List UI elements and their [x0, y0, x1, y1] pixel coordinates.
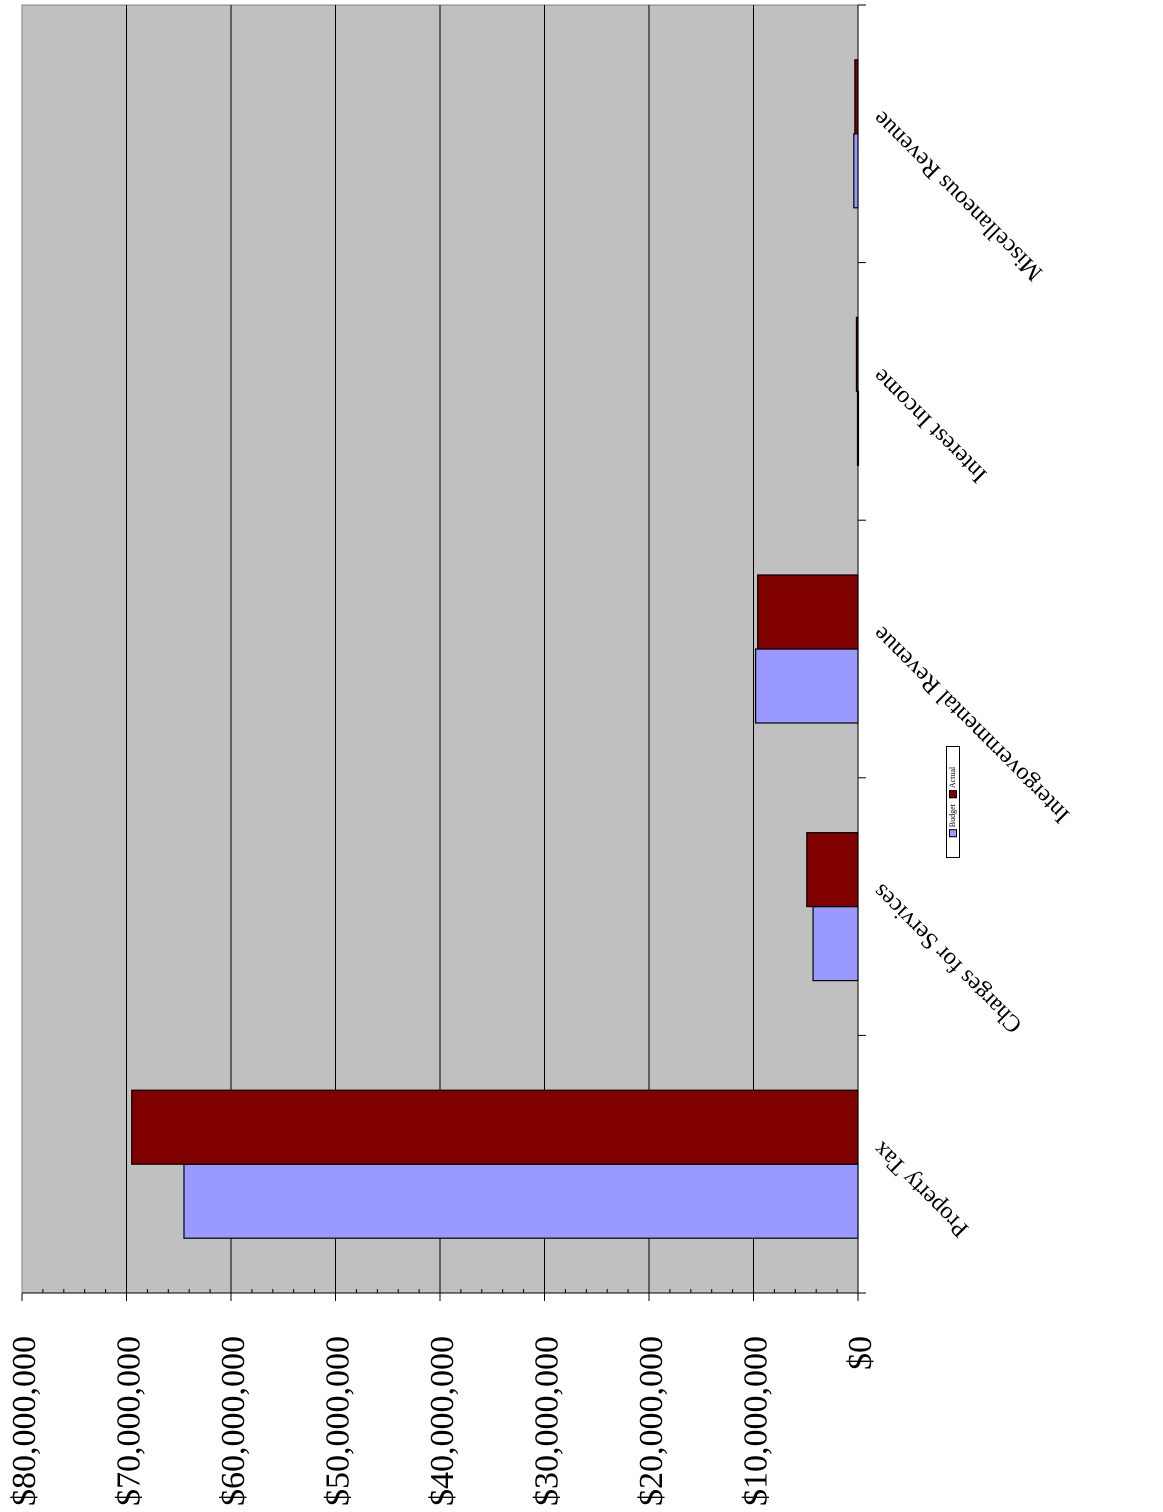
- chart-legend: Budget Actual: [946, 746, 960, 858]
- bar-budget: [812, 905, 859, 982]
- legend-item-actual: Actual: [948, 766, 958, 799]
- value-tick-label: $70,000,000: [111, 1336, 148, 1506]
- bar-budget: [856, 390, 860, 466]
- category-label: Property Tax: [868, 1136, 974, 1242]
- bar-budget: [183, 1163, 859, 1239]
- value-tick-label: $60,000,000: [215, 1336, 252, 1506]
- legend-label-budget: Budget: [948, 804, 957, 828]
- bar-actual: [854, 59, 859, 135]
- value-tick-label: $50,000,000: [320, 1336, 357, 1506]
- value-tick-label: $10,000,000: [738, 1336, 775, 1506]
- bar-actual: [757, 574, 859, 650]
- bar-budget: [754, 648, 859, 724]
- legend-label-actual: Actual: [948, 766, 957, 789]
- category-label: Intergovernmental Revenue: [868, 621, 1075, 828]
- value-tick-label: $30,000,000: [529, 1336, 566, 1506]
- category-label: Miscellaneous Revenue: [868, 106, 1048, 286]
- value-tick-label: $40,000,000: [424, 1336, 461, 1506]
- value-tick-label: $0: [842, 1336, 879, 1370]
- legend-swatch-actual: [949, 790, 957, 799]
- category-label: Charges for Services: [868, 879, 1027, 1038]
- value-tick-label: $20,000,000: [633, 1336, 670, 1506]
- bar-actual: [806, 831, 859, 908]
- legend-swatch-budget: [949, 829, 957, 838]
- category-label: Interest Income: [868, 363, 992, 487]
- bar-actual: [131, 1089, 859, 1165]
- value-tick-label: $80,000,000: [6, 1336, 43, 1506]
- legend-item-budget: Budget: [948, 804, 958, 838]
- bar-budget: [853, 133, 859, 209]
- bar-actual: [855, 316, 859, 392]
